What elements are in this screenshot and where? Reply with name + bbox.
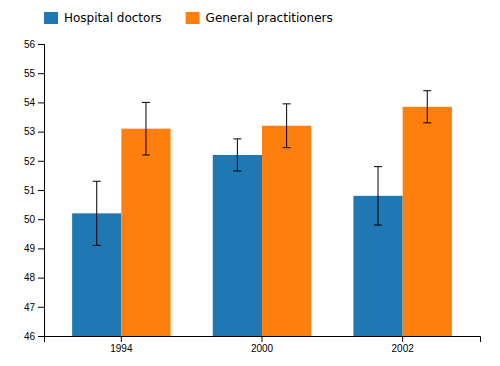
legend-label: General practitioners	[206, 11, 333, 25]
y-tick: 50	[24, 214, 44, 225]
y-tick: 55	[24, 68, 44, 79]
bar	[262, 126, 311, 336]
error-bar	[374, 167, 382, 225]
y-tick: 46	[24, 331, 44, 342]
legend: Hospital doctors General practitioners	[44, 11, 333, 25]
x-tick-mark	[402, 336, 403, 342]
y-tick-label: 51	[24, 185, 36, 196]
legend-item: Hospital doctors	[44, 11, 162, 25]
x-tick-label: 2002	[392, 343, 415, 354]
x-tick: 2002	[392, 336, 415, 354]
y-tick-mark	[38, 278, 44, 279]
x-tick-mark	[262, 336, 263, 342]
y-tick-mark	[38, 73, 44, 74]
x-tick: 1994	[110, 336, 133, 354]
y-tick-mark	[38, 248, 44, 249]
legend-swatch	[186, 12, 200, 24]
y-tick-mark	[38, 44, 44, 45]
plot: 46 47 48 49 50 51 52 53 54 55 56 1994 2000 2002	[24, 39, 481, 354]
y-tick-mark	[38, 336, 44, 337]
legend-swatch	[44, 12, 58, 24]
y-tick-label: 46	[24, 331, 36, 342]
y-tick-label: 55	[24, 68, 36, 79]
legend-label: Hospital doctors	[64, 11, 162, 25]
y-tick: 53	[24, 126, 44, 137]
y-tick-mark	[38, 190, 44, 191]
y-tick: 56	[24, 39, 44, 50]
y-tick-mark	[38, 161, 44, 162]
y-tick-label: 52	[24, 156, 36, 167]
y-tick-label: 47	[24, 302, 36, 313]
x-tick-label: 2000	[251, 343, 274, 354]
y-tick: 54	[24, 97, 44, 108]
y-tick-label: 48	[24, 272, 36, 283]
y-axis: 46 47 48 49 50 51 52 53 54 55 56	[24, 39, 45, 342]
y-tick-label: 56	[24, 39, 36, 50]
bar	[121, 129, 170, 336]
error-bar	[423, 91, 431, 123]
y-tick-mark	[38, 132, 44, 133]
y-tick-mark	[38, 102, 44, 103]
x-tick-mark	[121, 336, 122, 342]
y-tick-label: 54	[24, 97, 36, 108]
x-tick: 2000	[251, 336, 274, 354]
x-axis: 1994 2000 2002	[45, 336, 481, 354]
y-axis-line	[38, 45, 45, 337]
marks	[72, 91, 452, 336]
x-axis-line	[45, 337, 481, 343]
y-tick: 52	[24, 156, 44, 167]
y-tick: 48	[24, 272, 44, 283]
legend-item: General practitioners	[186, 11, 333, 25]
y-tick: 51	[24, 185, 44, 196]
error-bar	[93, 181, 101, 245]
x-tick-label: 1994	[110, 343, 133, 354]
error-bar	[233, 139, 241, 171]
error-bar	[142, 102, 150, 155]
chart: 46 47 48 49 50 51 52 53 54 55 56 1994 2000 2002 Hospit…	[0, 0, 500, 366]
y-tick-label: 49	[24, 243, 36, 254]
bar	[213, 155, 262, 336]
y-tick: 47	[24, 302, 44, 313]
y-tick-mark	[38, 307, 44, 308]
series	[121, 91, 452, 336]
y-tick-label: 50	[24, 214, 36, 225]
y-tick: 49	[24, 243, 44, 254]
y-tick-label: 53	[24, 126, 36, 137]
error-bar	[283, 104, 291, 148]
bar	[403, 107, 452, 336]
y-tick-mark	[38, 219, 44, 220]
